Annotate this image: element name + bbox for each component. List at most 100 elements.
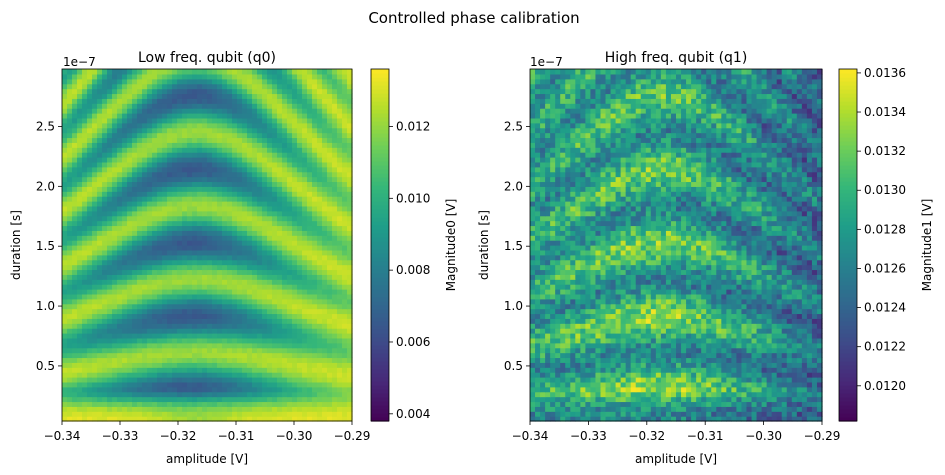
heatmap-cell [182, 240, 188, 246]
heatmap-cell [267, 313, 273, 319]
heatmap-cell [137, 113, 143, 119]
heatmap-cell [182, 284, 188, 290]
heatmap-cell [142, 69, 148, 75]
heatmap-cell [282, 406, 288, 412]
heatmap-cell [731, 372, 738, 378]
heatmap-cell [681, 377, 687, 383]
heatmap-cell [192, 137, 198, 143]
heatmap-cell [272, 93, 278, 99]
heatmap-cell [277, 337, 283, 344]
heatmap-cell [332, 396, 338, 403]
heatmap-cell [655, 367, 662, 373]
heatmap-cell [756, 367, 763, 373]
heatmap-cell [342, 372, 348, 378]
heatmap-cell [92, 191, 98, 197]
heatmap-cell [192, 347, 198, 354]
heatmap-cell [242, 333, 248, 339]
heatmap-cell [252, 230, 258, 236]
colorbar-step [371, 193, 389, 198]
heatmap-cell [332, 161, 338, 168]
heatmap-cell [77, 117, 83, 124]
heatmap-cell [162, 73, 168, 80]
heatmap-cell [711, 377, 717, 383]
heatmap-cell [197, 308, 203, 315]
heatmap-cell [127, 357, 133, 363]
heatmap-cell [77, 333, 83, 339]
heatmap-cell [122, 240, 128, 246]
heatmap-cell [736, 362, 743, 368]
heatmap-cell [691, 362, 697, 368]
heatmap-cell [152, 113, 158, 119]
heatmap-cell [620, 367, 627, 373]
heatmap-cell [307, 205, 313, 212]
heatmap-cell [112, 391, 118, 398]
heatmap-cell [307, 196, 313, 202]
heatmap-cell [545, 377, 551, 383]
heatmap-cell [102, 303, 108, 310]
heatmap-cell [187, 303, 193, 310]
heatmap-cell [337, 147, 343, 153]
heatmap-cell [67, 362, 73, 368]
heatmap-cell [282, 347, 288, 354]
heatmap-cell [237, 127, 243, 134]
heatmap-cell [97, 69, 103, 75]
heatmap-cell [771, 411, 778, 417]
heatmap-cell [766, 372, 773, 378]
heatmap-cell [312, 93, 318, 99]
heatmap-cell [172, 161, 178, 168]
heatmap-cell [307, 367, 313, 373]
heatmap-cell [167, 406, 173, 412]
heatmap-cell [686, 377, 692, 383]
heatmap-cell [62, 333, 68, 339]
heatmap-cell [565, 372, 571, 378]
heatmap-cell [312, 157, 318, 163]
heatmap-cell [202, 323, 208, 329]
heatmap-cell [162, 416, 168, 422]
heatmap-cell [212, 249, 218, 256]
heatmap-cell [292, 416, 298, 422]
heatmap-cell [247, 391, 253, 398]
heatmap-cell [202, 274, 208, 280]
heatmap-cell [222, 210, 228, 217]
heatmap-cell [62, 269, 68, 275]
heatmap-cell [242, 83, 248, 90]
heatmap-cell [317, 411, 323, 417]
heatmap-cell [776, 406, 783, 412]
heatmap-cell [267, 108, 273, 114]
heatmap-cell [307, 161, 313, 168]
heatmap-cell [192, 249, 198, 256]
heatmap-cell [237, 274, 243, 280]
heatmap-cell [746, 401, 753, 407]
heatmap-cell [801, 367, 808, 373]
heatmap-cell [147, 137, 153, 143]
heatmap-cell [132, 88, 138, 95]
heatmap-cell [676, 396, 682, 403]
heatmap-cell [282, 93, 288, 99]
heatmap-cell [107, 73, 113, 80]
heatmap-cell [560, 362, 566, 368]
heatmap-cell [137, 240, 143, 246]
heatmap-cell [555, 406, 561, 412]
heatmap-cell [227, 318, 233, 324]
heatmap-cell [746, 391, 753, 398]
heatmap-cell [660, 411, 667, 417]
heatmap-cell [746, 367, 753, 373]
heatmap-cell [82, 274, 88, 280]
heatmap-cell [716, 411, 722, 417]
heatmap-cell [127, 416, 133, 422]
heatmap-cell [665, 377, 672, 383]
heatmap-cell [575, 367, 581, 373]
heatmap-cell [217, 78, 223, 85]
heatmap-cell [302, 147, 308, 153]
heatmap-cell [237, 386, 243, 393]
heatmap-cell [267, 113, 273, 119]
heatmap-cell [192, 69, 198, 75]
heatmap-cell [347, 347, 353, 354]
heatmap-cell [237, 313, 243, 319]
heatmap-cell [342, 289, 348, 295]
heatmap-cell [327, 230, 333, 236]
heatmap-cell [726, 406, 732, 412]
heatmap-cell [172, 264, 178, 271]
colorbar-step [371, 141, 389, 146]
heatmap-cell [152, 152, 158, 158]
